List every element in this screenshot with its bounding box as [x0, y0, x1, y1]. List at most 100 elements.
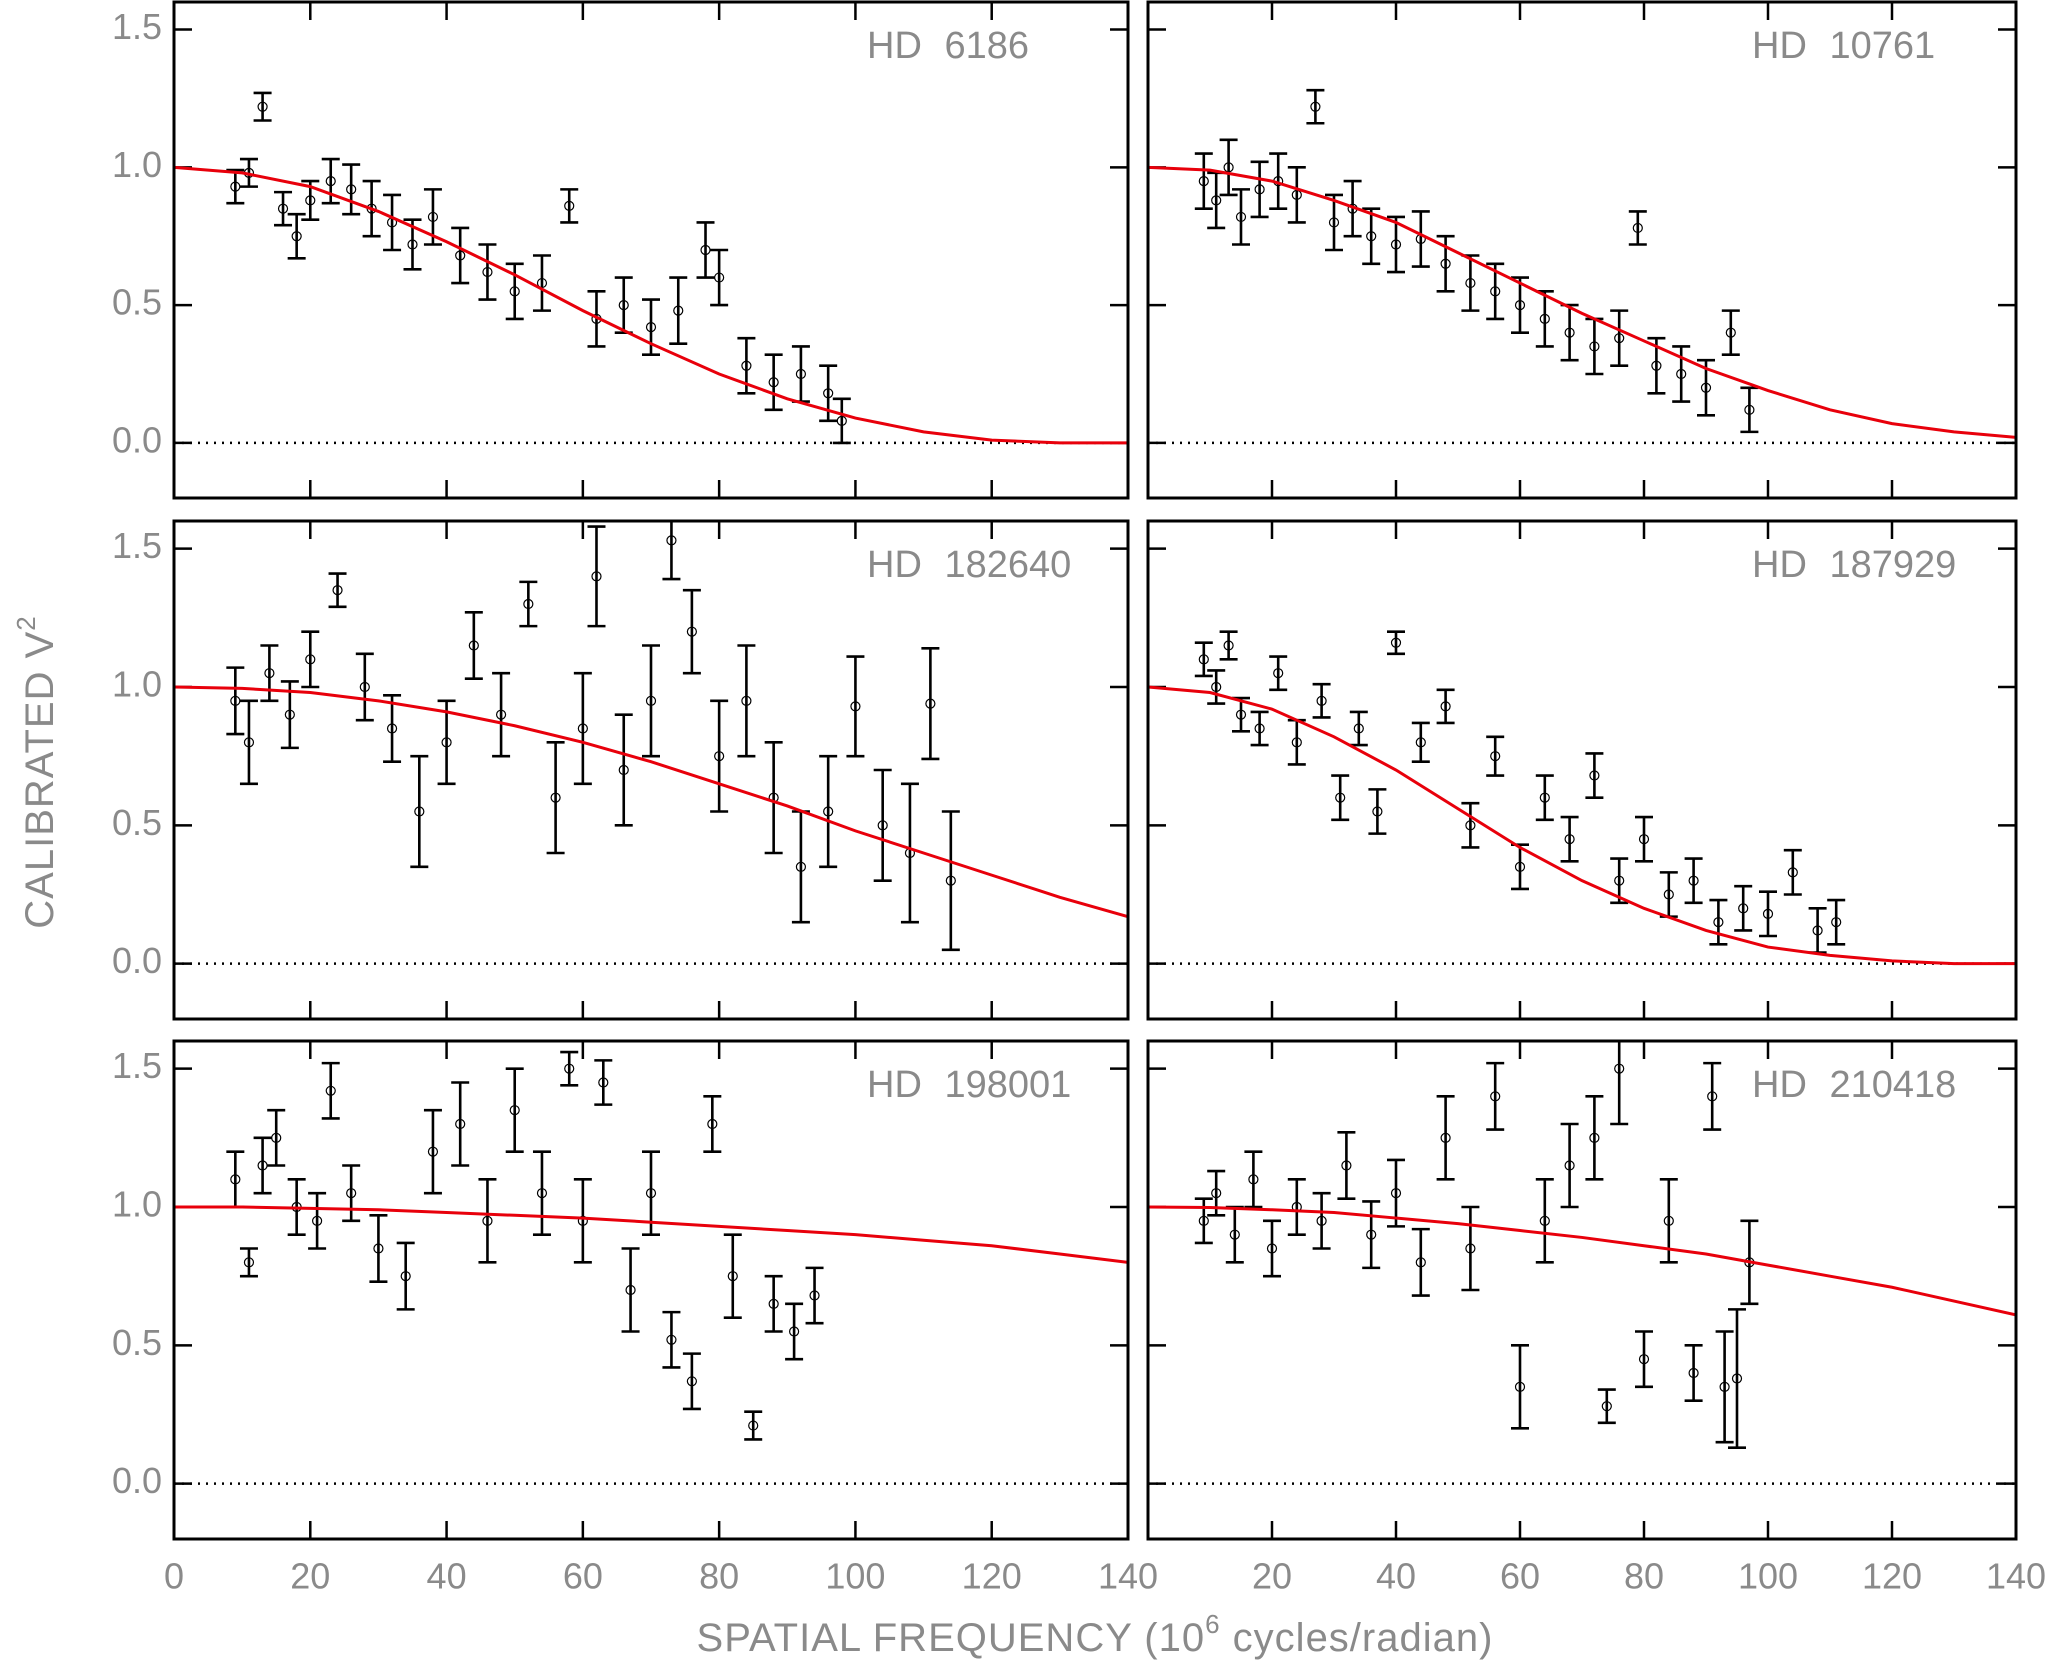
data-point	[1211, 195, 1222, 206]
data-point	[468, 640, 479, 651]
data-point	[714, 272, 725, 283]
error-bar	[1461, 801, 1480, 849]
error-bar	[1672, 345, 1691, 403]
error-bar	[1511, 276, 1529, 334]
data-point	[291, 231, 302, 242]
error-bar	[873, 768, 892, 882]
data-point	[877, 820, 888, 831]
data-point	[455, 250, 466, 261]
x-tick-label: 100	[1738, 1556, 1798, 1597]
data-point	[823, 388, 834, 399]
y-tick-label: 1.5	[112, 6, 162, 47]
data-point	[1198, 654, 1209, 665]
data-point	[1366, 1229, 1377, 1240]
error-bar	[369, 1214, 388, 1283]
error-bar	[1734, 884, 1753, 932]
data-point	[1465, 820, 1476, 831]
data-point	[1831, 917, 1842, 928]
error-bar	[1585, 317, 1604, 376]
data-point	[925, 698, 936, 709]
error-bar	[1684, 1344, 1703, 1402]
x-tick-label: 40	[427, 1556, 467, 1597]
data-point	[1725, 327, 1736, 338]
data-point	[305, 654, 316, 665]
panel: 0.0 0.5 1.0 1.5 0 20 40 60 80 100 120 140 HD 198001	[112, 1039, 1158, 1597]
error-bar	[423, 1108, 442, 1195]
error-bar	[703, 1095, 722, 1153]
x-tick-label: 80	[1624, 1556, 1664, 1597]
error-bar	[1269, 152, 1288, 210]
error-bar	[621, 1247, 640, 1333]
x-tick-label: 60	[563, 1556, 603, 1597]
error-bar	[328, 572, 347, 609]
error-bar	[1232, 188, 1250, 246]
error-bar	[1560, 1122, 1579, 1209]
error-bar	[1312, 682, 1331, 719]
error-bar	[614, 276, 633, 334]
error-bar	[260, 644, 279, 703]
data-point	[359, 681, 370, 693]
x-tick-label: 40	[1376, 1556, 1416, 1597]
data-point	[945, 875, 956, 886]
error-bar	[226, 1150, 245, 1209]
data-point	[1254, 723, 1265, 734]
panel: HD 10761	[1146, 0, 2018, 500]
panel-frame	[172, 1039, 1130, 1541]
error-bar	[560, 188, 579, 224]
error-bar	[1703, 1061, 1722, 1131]
data-point	[768, 377, 779, 388]
y-tick-label: 1.0	[112, 664, 162, 705]
data-point	[1589, 1132, 1600, 1143]
error-bar	[1194, 152, 1213, 210]
error-bar	[532, 1150, 551, 1236]
error-bar	[1287, 166, 1306, 224]
data-point	[666, 535, 677, 546]
y-tick-label: 0.5	[112, 802, 162, 843]
data-point	[823, 806, 834, 817]
x-tick-label: 120	[1862, 1556, 1922, 1597]
x-tick-label: 20	[1252, 1556, 1292, 1597]
data-point	[509, 1105, 520, 1116]
data-point	[850, 701, 861, 712]
error-bar	[710, 248, 729, 307]
y-tick-label: 1.5	[112, 525, 162, 566]
data-point	[1539, 1215, 1550, 1226]
plot-area	[174, 91, 1128, 445]
error-bar	[791, 345, 810, 403]
data-point	[1663, 889, 1674, 900]
error-bar	[764, 741, 783, 855]
data-point	[230, 695, 241, 706]
data-point	[1465, 277, 1476, 289]
error-bar	[1740, 386, 1759, 434]
data-point	[1589, 770, 1600, 781]
error-bar	[791, 810, 810, 924]
error-bar	[846, 655, 865, 758]
data-point	[1390, 239, 1402, 250]
y-axis-title-superscript: 2	[11, 615, 41, 630]
data-point	[1744, 404, 1755, 415]
error-bar	[1597, 1388, 1616, 1425]
error-bar	[832, 397, 851, 445]
data-point	[264, 668, 275, 679]
data-point	[482, 1215, 493, 1226]
data-point	[523, 598, 534, 610]
data-point	[1440, 701, 1451, 712]
error-bar	[696, 221, 715, 279]
panel: 0.0 0.5 1.0 1.5 HD 6186	[112, 0, 1130, 500]
data-point	[1514, 1381, 1526, 1392]
data-point	[1700, 382, 1712, 393]
error-bar	[900, 782, 919, 924]
panel-title: HD 187929	[1752, 544, 1956, 586]
error-bar	[1635, 1330, 1653, 1389]
data-point	[1614, 875, 1625, 886]
data-point	[795, 861, 807, 872]
data-point	[1601, 1401, 1612, 1412]
data-point	[1235, 709, 1247, 720]
error-bar	[682, 588, 701, 675]
error-bar	[492, 671, 511, 758]
data-point	[1198, 1215, 1209, 1226]
error-bar	[355, 652, 374, 722]
error-bar	[519, 580, 538, 628]
y-tick-label: 1.0	[112, 144, 162, 185]
data-point	[257, 101, 268, 112]
